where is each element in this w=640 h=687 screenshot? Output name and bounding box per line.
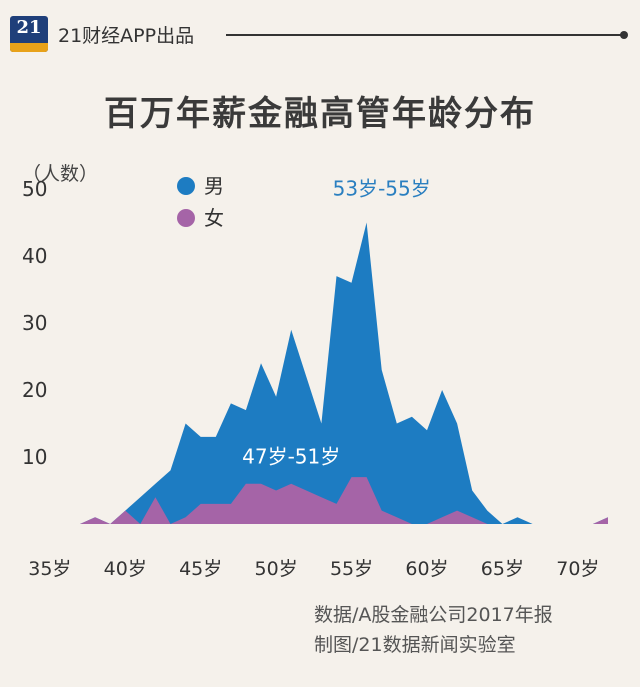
x-tick-label: 65岁 [481,558,524,580]
y-axis-label: （人数） [22,163,98,185]
area-chart: （人数） 男女 10 20 30 40 50 35岁 40岁 45岁 50岁 55岁 60岁 65岁… [22,163,608,580]
x-tick-label: 40岁 [104,558,147,580]
x-tick-label: 45岁 [179,558,222,580]
series-area-0 [80,222,608,524]
series-area-1 [80,477,608,524]
x-tick-label: 50岁 [255,558,298,580]
logo-number: 21 [16,17,42,38]
brand-label: 21财经APP出品 [58,25,195,47]
series-areas [80,222,608,524]
x-tick-label: 55岁 [330,558,373,580]
x-axis-ticks: 35岁 40岁 45岁 50岁 55岁 60岁 65岁 70岁 [28,558,599,580]
legend-marker [177,177,195,195]
legend-marker [177,209,195,227]
y-tick-label: 40 [22,244,47,268]
logo: 21 [10,16,48,52]
y-tick-label: 10 [22,445,47,469]
legend-label: 女 [204,206,224,230]
header-divider-dot [620,31,628,39]
header: 21 21财经APP出品 [0,0,640,60]
annotation-label: 53岁-55岁 [333,177,431,201]
y-tick-label: 50 [22,177,47,201]
source-note: 数据/A股金融公司2017年报 [314,604,553,626]
annotations: 53岁-55岁 47岁-51岁 [242,177,431,469]
legend: 男女 [177,174,224,230]
x-tick-label: 35岁 [28,558,71,580]
chart-title: 百万年薪金融高管年龄分布 [104,94,536,134]
x-tick-label: 60岁 [405,558,448,580]
y-tick-label: 20 [22,378,47,402]
annotation-label: 47岁-51岁 [242,445,340,469]
logo-strip [10,43,48,52]
credit-note: 制图/21数据新闻实验室 [314,634,516,656]
y-axis-ticks: 10 20 30 40 50 [22,177,47,469]
x-tick-label: 70岁 [556,558,599,580]
y-tick-label: 30 [22,311,47,335]
legend-label: 男 [204,174,224,198]
header-divider [226,34,622,36]
footnote: 数据/A股金融公司2017年报 制图/21数据新闻实验室 [314,600,614,660]
